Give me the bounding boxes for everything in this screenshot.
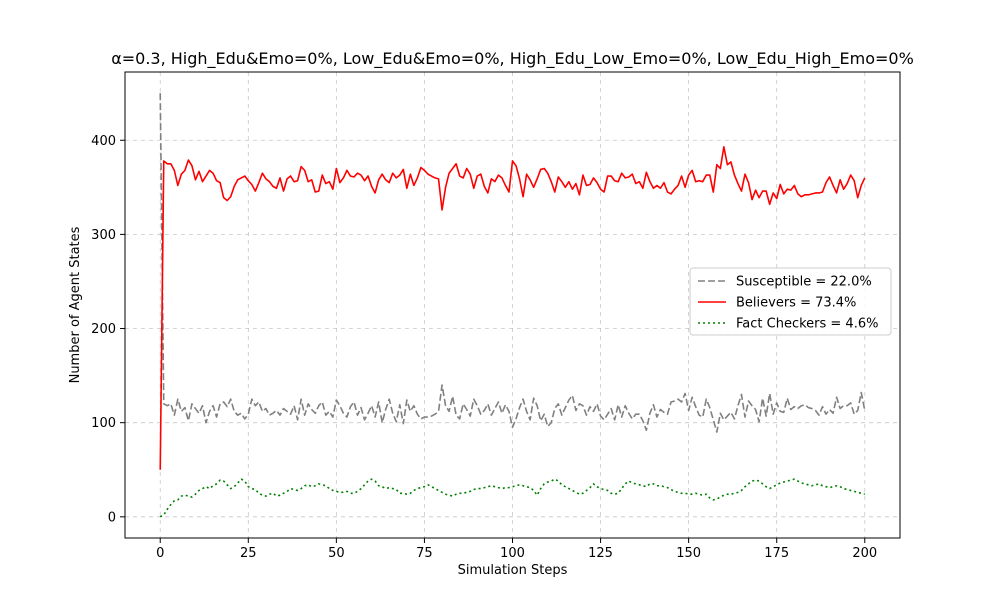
chart-title: α=0.3, High_Edu&Emo=0%, Low_Edu&Emo=0%, … [111, 49, 914, 69]
legend: Susceptible = 22.0% Believers = 73.4% Fact… [689, 267, 892, 336]
x-tick-label: 150 [676, 546, 701, 561]
y-tick-label: 0 [108, 510, 116, 525]
legend-label: Susceptible = 22.0% [736, 275, 872, 290]
series-line-believers [159, 146, 866, 470]
series-layer [159, 93, 866, 518]
x-tick-label: 75 [416, 546, 433, 561]
x-tick-label: 100 [500, 546, 525, 561]
x-tick-label: 175 [764, 546, 789, 561]
series-line-susceptible [159, 93, 866, 433]
x-axis: 0 25 50 75 100 125 150 175 200 [156, 538, 877, 561]
y-axis-label: Number of Agent States [68, 226, 83, 383]
y-axis: 0 100 200 300 400 [91, 134, 125, 525]
y-tick-label: 200 [91, 322, 116, 337]
x-tick-label: 125 [588, 546, 613, 561]
y-tick-label: 300 [91, 228, 116, 243]
legend-box [689, 267, 892, 336]
y-tick-label: 100 [91, 416, 116, 431]
legend-label: Fact Checkers = 4.6% [736, 317, 878, 332]
legend-label: Believers = 73.4% [736, 296, 856, 311]
y-tick-label: 400 [91, 134, 116, 149]
x-tick-label: 0 [156, 546, 164, 561]
x-tick-label: 200 [852, 546, 877, 561]
x-tick-label: 25 [240, 546, 257, 561]
x-tick-label: 50 [328, 546, 345, 561]
x-axis-label: Simulation Steps [458, 563, 568, 578]
